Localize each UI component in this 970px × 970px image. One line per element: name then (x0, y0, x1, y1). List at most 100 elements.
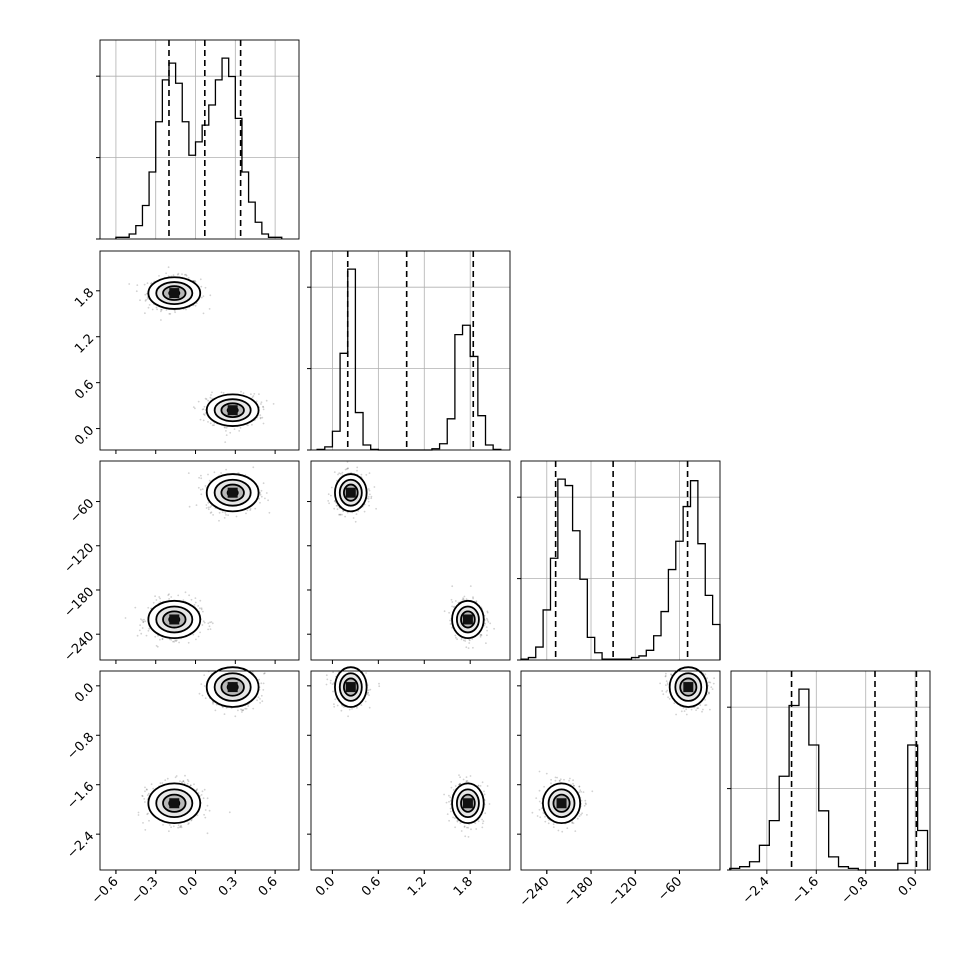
sample-point (259, 416, 262, 419)
density-peak-0 (462, 614, 473, 625)
sample-point (189, 784, 192, 787)
sample-point (139, 299, 141, 302)
sample-point (343, 706, 345, 708)
sample-point (190, 819, 193, 822)
sample-point (140, 632, 143, 635)
sample-point (333, 500, 336, 503)
sample-point (345, 468, 348, 470)
sample-point (160, 319, 162, 321)
sample-point (346, 467, 349, 470)
sample-point (208, 479, 211, 482)
sample-point (201, 488, 204, 490)
sample-point (134, 606, 137, 609)
sample-point (448, 794, 450, 797)
panel-p2-p2 (307, 250, 511, 451)
sample-point (165, 272, 168, 275)
sample-point (197, 635, 200, 638)
sample-point (160, 308, 162, 311)
sample-point (210, 621, 213, 623)
sample-point (485, 642, 487, 645)
panel-p3-p1: −240−180−120−60 (61, 460, 300, 665)
panel-frame (520, 460, 721, 661)
sample-point (181, 273, 183, 276)
sample-point (195, 789, 198, 791)
sample-point (211, 622, 214, 625)
sample-point (209, 294, 212, 297)
sample-point (199, 599, 202, 602)
sample-point (162, 824, 164, 826)
sample-point (160, 310, 162, 313)
sample-point (135, 290, 138, 293)
sample-point (199, 418, 202, 421)
sample-point (367, 488, 370, 490)
sample-point (454, 600, 457, 602)
sample-point (187, 823, 190, 825)
sample-point (196, 788, 199, 791)
sample-point (339, 513, 342, 516)
sample-point (150, 783, 153, 786)
sample-point (222, 706, 224, 709)
sample-point (218, 519, 220, 522)
sample-point (253, 393, 256, 395)
sample-point (146, 813, 149, 816)
sample-point (481, 822, 484, 825)
y-tick-label-p2: 0.6 (72, 377, 97, 402)
sample-point (200, 794, 203, 796)
sample-point (448, 611, 450, 614)
sample-point (161, 637, 164, 640)
sample-point (156, 308, 159, 311)
sample-point (449, 796, 452, 799)
sample-point (207, 622, 210, 625)
sample-point (174, 311, 177, 314)
sample-point (205, 507, 208, 509)
x-tick-label-p1: 0.6 (256, 874, 281, 899)
sample-point (452, 789, 455, 791)
sample-point (200, 683, 203, 685)
sample-point (237, 709, 239, 712)
sample-point (237, 472, 240, 474)
sample-point (247, 424, 249, 427)
sample-point (259, 702, 261, 704)
sample-point (369, 493, 371, 496)
sample-point (144, 786, 146, 789)
sample-point (240, 390, 242, 393)
sample-point (259, 414, 262, 416)
sample-point (247, 705, 250, 707)
sample-point (199, 631, 202, 634)
panel-frame (310, 460, 511, 661)
sample-point (481, 781, 484, 784)
sample-point (203, 414, 206, 416)
sample-point (166, 777, 169, 780)
sample-point (143, 798, 146, 800)
sample-point (480, 634, 483, 636)
sample-point (142, 621, 145, 624)
sample-point (190, 818, 193, 821)
sample-point (159, 782, 162, 784)
sample-point (148, 304, 151, 306)
sample-point (205, 504, 208, 506)
sample-point (225, 434, 228, 436)
sample-point (168, 830, 170, 833)
sample-point (201, 408, 204, 411)
panel-frame (99, 670, 300, 871)
density-peak-0 (169, 614, 180, 625)
sample-point (344, 468, 347, 471)
sample-point (356, 466, 359, 469)
sample-point (147, 629, 150, 632)
sample-point (452, 816, 454, 819)
sample-point (176, 273, 179, 276)
sample-point (179, 825, 182, 828)
sample-point (170, 639, 173, 641)
panel-frame (99, 460, 300, 661)
sample-point (204, 412, 207, 414)
sample-point (454, 785, 457, 787)
sample-point (194, 280, 197, 283)
sample-point (147, 297, 149, 300)
sample-point (465, 598, 468, 601)
sample-point (472, 596, 474, 599)
sample-point (352, 517, 355, 519)
sample-point (164, 779, 167, 782)
sample-point (468, 638, 471, 641)
sample-point (182, 780, 185, 783)
